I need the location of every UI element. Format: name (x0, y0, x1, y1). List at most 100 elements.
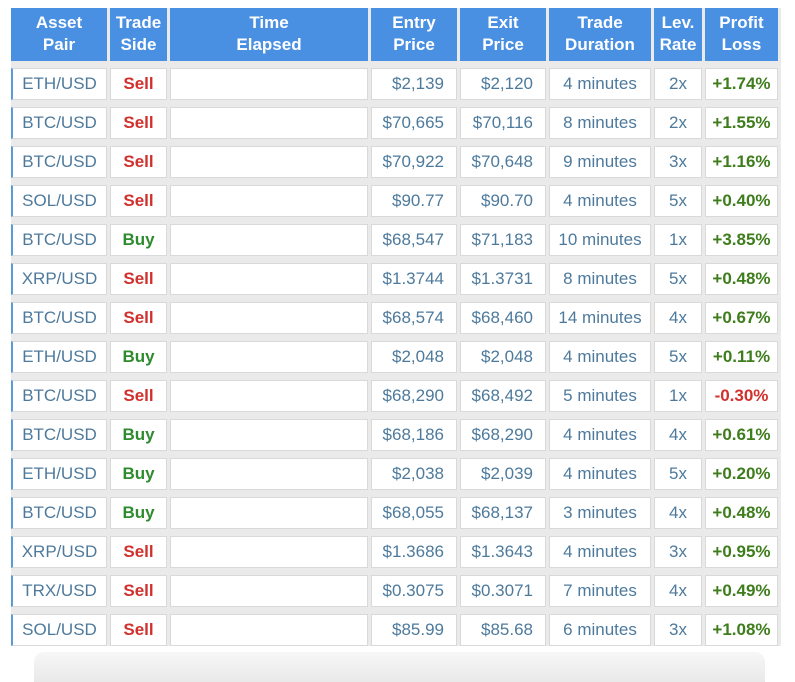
cell-asset-pair: SOL/USD (11, 613, 107, 646)
column-header-line1: Lev. (661, 13, 695, 32)
cell-profit-loss: +3.85% (705, 223, 778, 256)
trade-row: SOL/USD Sell $85.99 $85.68 6 minutes 3x +1.08% (11, 613, 778, 646)
cell-trade-duration: 8 minutes (549, 106, 651, 139)
cell-time-elapsed (170, 145, 368, 178)
cell-asset-pair: SOL/USD (11, 184, 107, 217)
column-header-line2: Loss (721, 35, 762, 55)
cell-exit-price: $70,648 (460, 145, 546, 178)
cell-exit-price: $71,183 (460, 223, 546, 256)
cell-trade-duration: 4 minutes (549, 184, 651, 217)
column-header-entry-price: Entry Price (371, 8, 457, 61)
cell-exit-price: $70,116 (460, 106, 546, 139)
trades-table-body: ETH/USD Sell $2,139 $2,120 4 minutes 2x +1.74%… (11, 67, 778, 646)
cell-lev-rate: 3x (654, 145, 702, 178)
column-header-asset-pair: Asset Pair (11, 8, 107, 61)
cell-asset-pair: BTC/USD (11, 418, 107, 451)
cell-time-elapsed (170, 613, 368, 646)
cell-profit-loss: +0.61% (705, 418, 778, 451)
trades-table: Asset Pair Trade Side Time Elapsed Entry Price E… (11, 8, 781, 646)
column-header-line2: Duration (565, 35, 635, 55)
column-header-exit-price: Exit Price (460, 8, 546, 61)
bottom-panel (34, 652, 765, 682)
cell-trade-duration: 4 minutes (549, 418, 651, 451)
cell-lev-rate: 2x (654, 67, 702, 100)
cell-trade-duration: 7 minutes (549, 574, 651, 607)
cell-trade-side: Sell (110, 301, 167, 334)
trade-row: BTC/USD Sell $70,665 $70,116 8 minutes 2x +1.5… (11, 106, 778, 139)
column-header-line2: Elapsed (236, 35, 302, 55)
cell-exit-price: $1.3731 (460, 262, 546, 295)
cell-asset-pair: BTC/USD (11, 496, 107, 529)
cell-time-elapsed (170, 457, 368, 490)
cell-lev-rate: 4x (654, 496, 702, 529)
cell-exit-price: $68,492 (460, 379, 546, 412)
cell-trade-side: Sell (110, 613, 167, 646)
cell-trade-side: Buy (110, 457, 167, 490)
cell-time-elapsed (170, 496, 368, 529)
cell-entry-price: $70,665 (371, 106, 457, 139)
column-header-line2: Price (482, 35, 524, 55)
column-header-trade-side: Trade Side (110, 8, 167, 61)
cell-entry-price: $0.3075 (371, 574, 457, 607)
cell-profit-loss: +1.16% (705, 145, 778, 178)
cell-trade-side: Sell (110, 262, 167, 295)
column-header-profit-loss: Profit Loss (705, 8, 778, 61)
trade-row: BTC/USD Sell $68,290 $68,492 5 minutes 1x -0.3… (11, 379, 778, 412)
cell-asset-pair: BTC/USD (11, 379, 107, 412)
cell-lev-rate: 5x (654, 457, 702, 490)
trade-row: BTC/USD Sell $70,922 $70,648 9 minutes 3x +1.1… (11, 145, 778, 178)
cell-entry-price: $90.77 (371, 184, 457, 217)
cell-trade-side: Sell (110, 184, 167, 217)
cell-asset-pair: BTC/USD (11, 106, 107, 139)
cell-time-elapsed (170, 223, 368, 256)
cell-entry-price: $2,139 (371, 67, 457, 100)
trade-row: ETH/USD Buy $2,038 $2,039 4 minutes 5x +0.20% (11, 457, 778, 490)
cell-lev-rate: 3x (654, 535, 702, 568)
cell-entry-price: $68,055 (371, 496, 457, 529)
column-header-line1: Trade (577, 13, 623, 32)
cell-asset-pair: TRX/USD (11, 574, 107, 607)
cell-trade-duration: 4 minutes (549, 457, 651, 490)
cell-profit-loss: +1.08% (705, 613, 778, 646)
cell-trade-side: Sell (110, 145, 167, 178)
cell-time-elapsed (170, 106, 368, 139)
cell-entry-price: $1.3686 (371, 535, 457, 568)
cell-time-elapsed (170, 184, 368, 217)
cell-lev-rate: 4x (654, 301, 702, 334)
cell-profit-loss: +0.49% (705, 574, 778, 607)
cell-profit-loss: +0.48% (705, 262, 778, 295)
cell-time-elapsed (170, 418, 368, 451)
trade-row: BTC/USD Buy $68,186 $68,290 4 minutes 4x +0.61… (11, 418, 778, 451)
cell-lev-rate: 1x (654, 379, 702, 412)
cell-lev-rate: 5x (654, 340, 702, 373)
cell-time-elapsed (170, 340, 368, 373)
cell-exit-price: $68,460 (460, 301, 546, 334)
column-header-line2: Rate (659, 35, 697, 55)
cell-trade-duration: 14 minutes (549, 301, 651, 334)
cell-exit-price: $68,137 (460, 496, 546, 529)
trade-row: TRX/USD Sell $0.3075 $0.3071 7 minutes 4x +0.4… (11, 574, 778, 607)
cell-asset-pair: BTC/USD (11, 301, 107, 334)
cell-profit-loss: +0.20% (705, 457, 778, 490)
cell-trade-side: Buy (110, 340, 167, 373)
trade-row: BTC/USD Buy $68,547 $71,183 10 minutes 1x +3.8… (11, 223, 778, 256)
cell-entry-price: $68,290 (371, 379, 457, 412)
cell-lev-rate: 4x (654, 574, 702, 607)
cell-trade-side: Sell (110, 106, 167, 139)
cell-asset-pair: ETH/USD (11, 340, 107, 373)
cell-trade-side: Buy (110, 418, 167, 451)
cell-asset-pair: ETH/USD (11, 457, 107, 490)
column-header-lev-rate: Lev. Rate (654, 8, 702, 61)
column-header-line1: Time (249, 13, 289, 32)
trades-table-container: Asset Pair Trade Side Time Elapsed Entry Price E… (11, 8, 784, 646)
cell-trade-side: Sell (110, 574, 167, 607)
cell-exit-price: $1.3643 (460, 535, 546, 568)
column-header-line1: Asset (35, 13, 83, 32)
cell-profit-loss: +0.95% (705, 535, 778, 568)
trade-row: ETH/USD Buy $2,048 $2,048 4 minutes 5x +0.11% (11, 340, 778, 373)
column-header-line1: Exit (487, 13, 519, 32)
cell-profit-loss: +0.48% (705, 496, 778, 529)
cell-trade-duration: 8 minutes (549, 262, 651, 295)
cell-trade-duration: 4 minutes (549, 535, 651, 568)
cell-trade-side: Sell (110, 67, 167, 100)
